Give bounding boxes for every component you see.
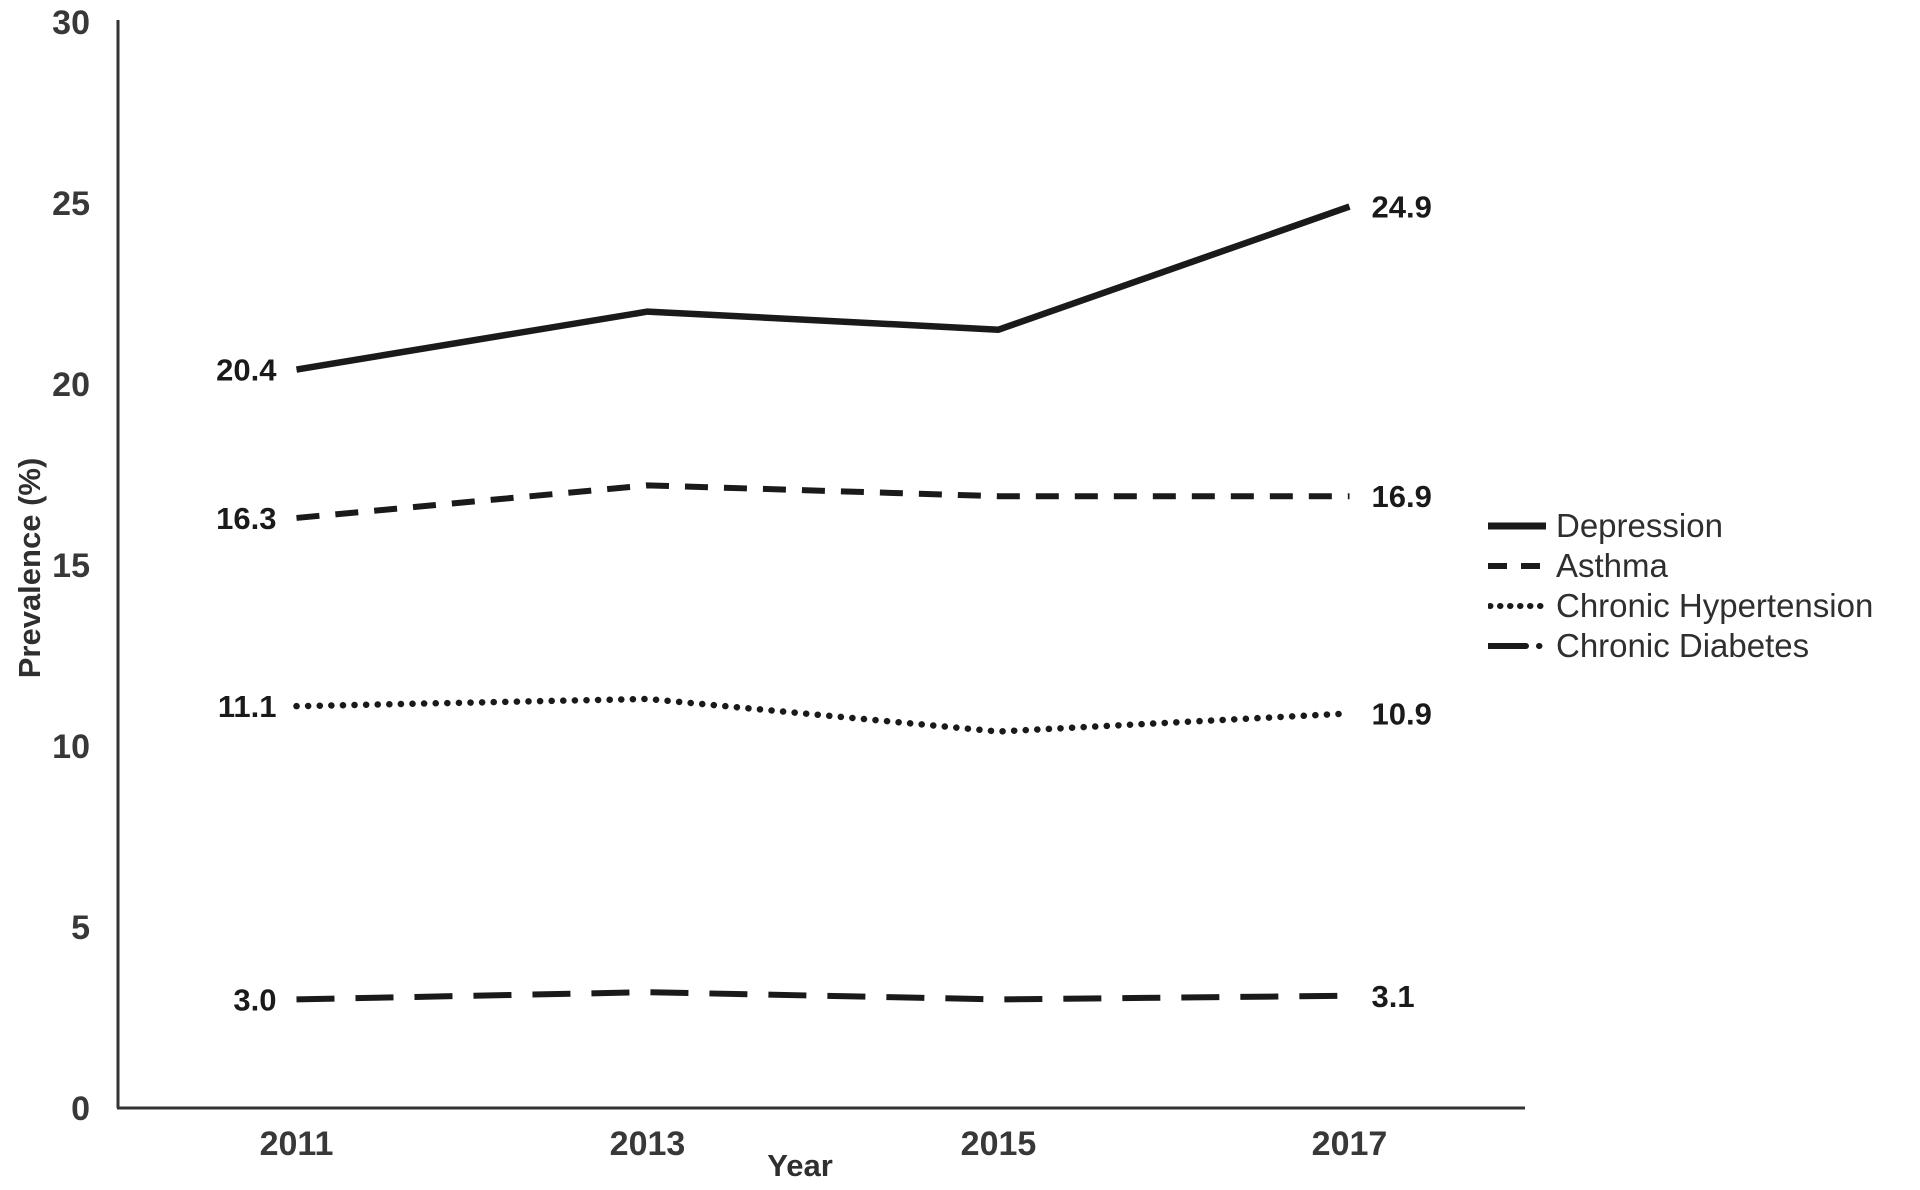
y-tick-label: 0 xyxy=(71,1090,90,1128)
data-label-first-chronic-diabetes: 3.0 xyxy=(233,982,276,1017)
y-tick-label: 10 xyxy=(52,728,90,766)
series-line-asthma xyxy=(296,482,1350,521)
legend-label: Asthma xyxy=(1556,547,1668,584)
legend-label: Chronic Hypertension xyxy=(1556,587,1874,624)
legend-chronic-diabetes-line-icon xyxy=(1488,643,1546,649)
series-line-chronic-diabetes xyxy=(296,989,1350,1003)
legend-asthma-line-icon xyxy=(1488,563,1546,569)
series-line-depression xyxy=(295,203,1351,373)
legend-item-depression: Depression xyxy=(1488,506,1873,546)
legend-item-chronic-diabetes: Chronic Diabetes xyxy=(1488,626,1873,666)
data-label-first-asthma: 16.3 xyxy=(216,501,276,536)
legend: Depression Asthma Chronic Hypertension C… xyxy=(1488,506,1873,666)
y-axis-title: Prevalence (%) xyxy=(12,457,47,679)
y-tick-label: 5 xyxy=(71,909,90,947)
y-tick-label: 30 xyxy=(52,4,90,42)
series-line-chronic-hypertension xyxy=(293,695,1353,735)
data-label-last-depression: 24.9 xyxy=(1372,190,1432,225)
legend-item-chronic-hypertension: Chronic Hypertension xyxy=(1488,586,1873,626)
legend-item-asthma: Asthma xyxy=(1488,546,1873,586)
data-label-last-chronic-hypertension: 10.9 xyxy=(1372,696,1432,731)
data-label-first-chronic-hypertension: 11.1 xyxy=(218,689,277,724)
x-axis-title: Year xyxy=(767,1148,833,1183)
legend-label: Depression xyxy=(1556,507,1723,544)
x-tick-label: 2011 xyxy=(260,1125,334,1163)
x-tick-label: 2015 xyxy=(961,1125,1037,1163)
data-label-last-asthma: 16.9 xyxy=(1372,479,1432,514)
legend-depression-line-icon xyxy=(1488,522,1546,530)
x-tick-label: 2013 xyxy=(610,1125,686,1163)
x-tick-label: 2017 xyxy=(1312,1125,1388,1163)
legend-chronic-hypertension-line-icon xyxy=(1488,603,1546,609)
y-tick-label: 15 xyxy=(52,547,90,585)
y-tick-label: 20 xyxy=(52,366,90,404)
legend-label: Chronic Diabetes xyxy=(1556,627,1810,664)
y-tick-label: 25 xyxy=(52,185,90,223)
data-label-first-depression: 20.4 xyxy=(216,353,277,388)
data-label-last-chronic-diabetes: 3.1 xyxy=(1372,979,1415,1014)
